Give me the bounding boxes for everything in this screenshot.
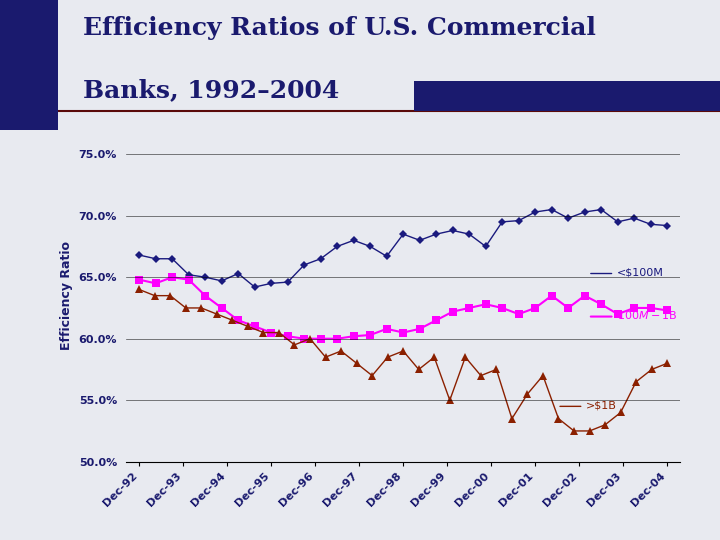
Bar: [0, 0, 58, 130]
Text: Efficiency Ratios of U.S. Commercial: Efficiency Ratios of U.S. Commercial: [83, 16, 595, 40]
Text: Banks, 1992–2004: Banks, 1992–2004: [83, 78, 339, 102]
Text: <$100M: <$100M: [616, 268, 663, 278]
Text: >$1B: >$1B: [586, 401, 616, 411]
Bar: [414, 81, 720, 111]
Text: $100M-$1B: $100M-$1B: [616, 309, 677, 321]
Y-axis label: Efficiency Ratio: Efficiency Ratio: [60, 241, 73, 350]
